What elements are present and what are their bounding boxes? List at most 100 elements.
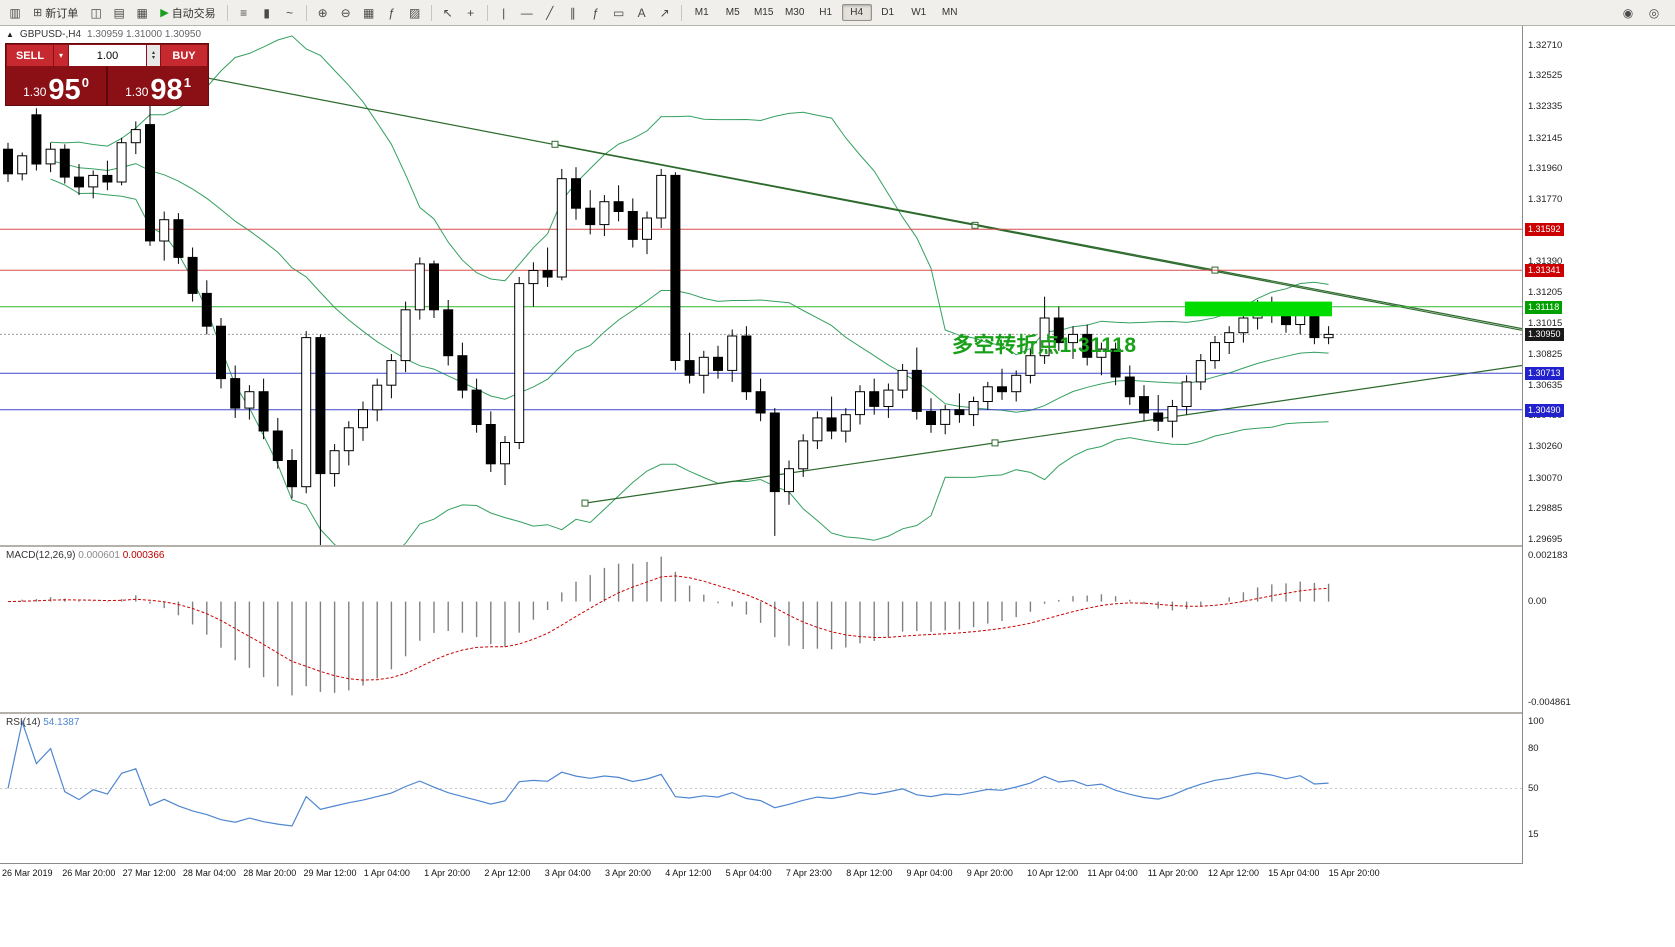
search-icon[interactable]: ◎ bbox=[1648, 5, 1660, 20]
time-axis[interactable]: 26 Mar 2019 26 Mar 20:00 27 Mar 12:00 28 Ma… bbox=[0, 864, 1522, 884]
toolbar-separator bbox=[486, 4, 488, 21]
shapes-icon[interactable]: ▭ bbox=[608, 2, 630, 24]
axis-label: 0.002183 bbox=[1528, 550, 1568, 561]
auto-trading-button[interactable]: ▶ 自动交易 bbox=[160, 7, 216, 20]
bar-chart-icon: ≡ bbox=[240, 5, 248, 20]
market-watch-icon[interactable]: ▦ bbox=[131, 2, 153, 24]
bar-chart-icon[interactable]: ≡ bbox=[233, 2, 255, 24]
rsi-label: RSI(14) 54.1387 bbox=[6, 717, 79, 728]
price-chart-svg[interactable] bbox=[0, 26, 1522, 545]
timeframe-h4-button[interactable]: H4 bbox=[841, 4, 872, 21]
axis-label: 1.29885 bbox=[1528, 502, 1563, 514]
toolbar: ▥ ⊞ 新订单 ◫ ▤ ▦ ▶ 自动交易 ≡ ▮ ~ ⊕ ⊖ ▦ ƒ ▨ ↖ + | — ╱ ∥ ƒ ▭ A ↗ M1 M5 M15 M3… bbox=[0, 0, 1675, 26]
toolbar-separator bbox=[680, 4, 682, 21]
timeframe-m15-button[interactable]: M15 bbox=[753, 7, 774, 18]
axis-separator bbox=[0, 863, 1675, 864]
terminal-icon: ▥ bbox=[9, 5, 21, 20]
sell-price-display[interactable]: 1.30 95 0 bbox=[6, 67, 106, 105]
rsi-value: 54.1387 bbox=[43, 717, 80, 728]
axis-label: 1.32710 bbox=[1528, 40, 1563, 51]
new-order-button[interactable]: ⊞ 新订单 bbox=[33, 7, 79, 20]
templates-icon[interactable]: ▨ bbox=[404, 2, 426, 24]
equidistant-channel-icon: ∥ bbox=[569, 5, 576, 20]
text-label-icon: A bbox=[637, 5, 646, 20]
indicators-icon[interactable]: ƒ bbox=[381, 2, 403, 24]
timeframe-h1-button[interactable]: H1 bbox=[819, 7, 833, 18]
order-type-dropdown-icon[interactable]: ▾ bbox=[54, 45, 68, 66]
trade-widget-prices: 1.30 95 0 1.30 98 1 bbox=[6, 67, 208, 105]
line-chart-icon[interactable]: ~ bbox=[279, 2, 301, 24]
zoom-in-icon[interactable]: ⊕ bbox=[312, 2, 334, 24]
axis-label: 1.32335 bbox=[1528, 101, 1563, 113]
rsi-svg bbox=[0, 719, 1522, 827]
horizontal-line-icon[interactable]: — bbox=[516, 2, 538, 24]
price-level-label: 1.31592 bbox=[1525, 223, 1564, 237]
axis-label: 80 bbox=[1528, 742, 1539, 754]
toolbar-right-group: ◉ ◎ bbox=[1617, 2, 1665, 24]
toolbar-left-group: ▥ ⊞ 新订单 ◫ ▤ ▦ ▶ 自动交易 ≡ ▮ ~ ⊕ ⊖ ▦ ƒ ▨ ↖ + | — ╱ ∥ ƒ ▭ A ↗ M1 M5 M15 M3… bbox=[4, 2, 965, 24]
trendline-icon[interactable]: ╱ bbox=[539, 2, 561, 24]
volume-input[interactable]: 1.00 bbox=[69, 45, 146, 66]
toolbar-separator bbox=[305, 4, 307, 21]
spin-down-icon[interactable]: ▾ bbox=[151, 54, 155, 61]
spin-up-icon[interactable]: ▴ bbox=[151, 49, 155, 56]
zoom-out-icon[interactable]: ⊖ bbox=[335, 2, 357, 24]
price-divider bbox=[106, 67, 108, 105]
timeframe-m1-button[interactable]: M1 bbox=[694, 7, 709, 18]
arrow-objects-icon[interactable]: ↗ bbox=[654, 2, 676, 24]
buy-price-display[interactable]: 1.30 98 1 bbox=[108, 67, 208, 105]
timeframe-w1-button[interactable]: W1 bbox=[911, 7, 927, 18]
axis-label: 1.32525 bbox=[1528, 70, 1563, 82]
time-axis-label: 5 Apr 04:00 bbox=[725, 868, 772, 878]
zoom-out-icon: ⊖ bbox=[340, 5, 351, 20]
one-click-trading-widget[interactable]: SELL ▾ 1.00 ▴ ▾ BUY 1.30 95 0 1.30 98 1 bbox=[5, 43, 209, 106]
fibonacci-icon: ƒ bbox=[592, 5, 600, 20]
panel-divider[interactable] bbox=[0, 712, 1675, 714]
price-level-label: 1.31118 bbox=[1525, 300, 1563, 314]
price-axis[interactable]: 1.32710 1.32525 1.32335 1.32145 1.31960 1.317… bbox=[1522, 26, 1675, 864]
profiles-icon[interactable]: ▤ bbox=[108, 2, 130, 24]
panel-divider[interactable] bbox=[0, 545, 1675, 547]
rsi-panel[interactable]: RSI(14) 54.1387 bbox=[0, 714, 1522, 863]
axis-label: 50 bbox=[1528, 782, 1539, 794]
trade-widget-controls: SELL ▾ 1.00 ▴ ▾ BUY bbox=[6, 44, 208, 67]
time-axis-label: 4 Apr 12:00 bbox=[665, 868, 712, 878]
time-axis-label: 15 Apr 20:00 bbox=[1328, 868, 1380, 878]
equidistant-channel-icon[interactable]: ∥ bbox=[562, 2, 584, 24]
buy-button[interactable]: BUY bbox=[161, 45, 207, 66]
symbol-name: GBPUSD-,H4 bbox=[19, 29, 82, 40]
main-chart-panel[interactable]: ▲ GBPUSD-,H4 1.30959 1.31000 1.30950 SEL… bbox=[0, 26, 1522, 545]
time-axis-label: 7 Apr 23:00 bbox=[785, 868, 832, 878]
community-icon[interactable]: ◉ bbox=[1622, 5, 1634, 20]
sell-button[interactable]: SELL bbox=[7, 45, 53, 66]
axis-label: 15 bbox=[1528, 829, 1539, 841]
timeframe-m5-button[interactable]: M5 bbox=[725, 7, 740, 18]
volume-stepper[interactable]: ▴ ▾ bbox=[147, 45, 160, 66]
tile-windows-icon[interactable]: ▦ bbox=[358, 2, 380, 24]
macd-svg bbox=[7, 556, 1330, 696]
macd-panel[interactable]: MACD(12,26,9) 0.000601 0.000366 bbox=[0, 547, 1522, 712]
sell-price-small: 1.30 bbox=[23, 85, 47, 99]
vertical-line-icon[interactable]: | bbox=[493, 2, 515, 24]
timeframe-m30-button[interactable]: M30 bbox=[784, 7, 805, 18]
time-axis-label: 10 Apr 12:00 bbox=[1027, 868, 1079, 878]
text-label-icon[interactable]: A bbox=[631, 2, 653, 24]
collapse-widget-icon[interactable]: ▲ bbox=[6, 30, 14, 39]
axis-label: 1.30825 bbox=[1528, 348, 1563, 360]
chart-window-icon[interactable]: ◫ bbox=[85, 2, 107, 24]
axis-label: 100 bbox=[1528, 716, 1544, 727]
cursor-icon[interactable]: ↖ bbox=[437, 2, 459, 24]
new-order-button: ⊞ bbox=[33, 7, 43, 19]
timeframe-mn-button[interactable]: MN bbox=[941, 7, 958, 18]
buy-price-big: 98 bbox=[150, 73, 183, 106]
timeframe-d1-button[interactable]: D1 bbox=[881, 7, 895, 18]
time-axis-label: 28 Mar 20:00 bbox=[243, 868, 297, 878]
candlestick-chart-icon[interactable]: ▮ bbox=[256, 2, 278, 24]
time-axis-label: 12 Apr 12:00 bbox=[1208, 868, 1260, 878]
crosshair-icon[interactable]: + bbox=[460, 2, 482, 24]
terminal-icon[interactable]: ▥ bbox=[4, 2, 26, 24]
current-price-label: 1.30950 bbox=[1525, 328, 1564, 342]
fibonacci-icon[interactable]: ƒ bbox=[585, 2, 607, 24]
price-level-label: 1.31341 bbox=[1525, 264, 1564, 278]
